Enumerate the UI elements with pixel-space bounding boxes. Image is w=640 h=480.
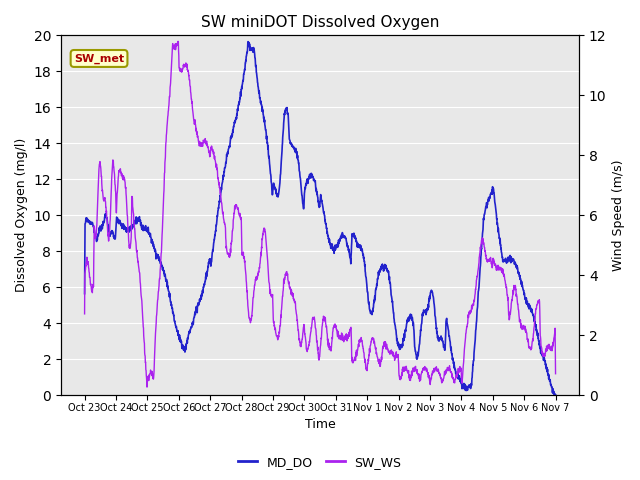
- X-axis label: Time: Time: [305, 419, 335, 432]
- Line: SW_WS: SW_WS: [84, 41, 556, 387]
- SW_WS: [538, 349, 546, 355]
- SW_WS: [105, 238, 113, 244]
- SW_WS: [552, 371, 559, 377]
- SW_WS: [452, 373, 460, 379]
- MD_DO: [244, 39, 252, 45]
- Line: MD_DO: MD_DO: [84, 42, 556, 395]
- Y-axis label: Wind Speed (m/s): Wind Speed (m/s): [612, 159, 625, 271]
- MD_DO: [298, 187, 305, 192]
- SW_WS: [310, 316, 318, 322]
- Text: SW_met: SW_met: [74, 53, 124, 63]
- SW_WS: [298, 340, 305, 346]
- MD_DO: [310, 177, 317, 182]
- Title: SW miniDOT Dissolved Oxygen: SW miniDOT Dissolved Oxygen: [201, 15, 439, 30]
- MD_DO: [552, 392, 559, 397]
- SW_WS: [81, 311, 88, 317]
- SW_WS: [143, 384, 151, 390]
- MD_DO: [538, 352, 546, 358]
- MD_DO: [105, 226, 113, 232]
- MD_DO: [538, 349, 546, 355]
- SW_WS: [174, 38, 182, 44]
- MD_DO: [81, 291, 88, 297]
- Legend: MD_DO, SW_WS: MD_DO, SW_WS: [234, 451, 406, 474]
- SW_WS: [538, 350, 546, 356]
- MD_DO: [452, 371, 460, 376]
- Y-axis label: Dissolved Oxygen (mg/l): Dissolved Oxygen (mg/l): [15, 138, 28, 292]
- MD_DO: [551, 392, 559, 398]
